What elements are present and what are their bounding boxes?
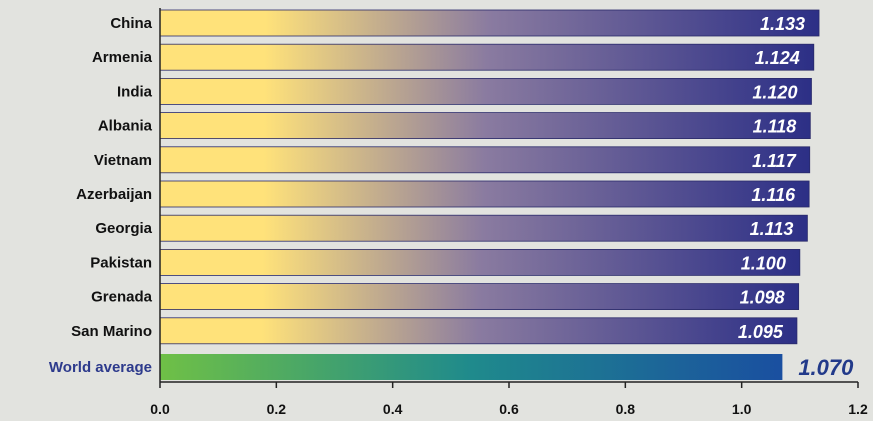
bar-pakistan <box>159 248 801 276</box>
x-tick-label: 0.0 <box>150 401 170 417</box>
bar-georgia <box>159 214 808 242</box>
category-label: Georgia <box>95 220 152 237</box>
value-label: 1.098 <box>740 288 785 308</box>
x-tick-label: 0.8 <box>616 401 636 417</box>
bars-layer <box>159 9 820 380</box>
x-tick-label: 0.4 <box>383 401 403 417</box>
category-label: Albania <box>98 118 153 135</box>
category-label: Vietnam <box>94 152 152 169</box>
bar-armenia <box>159 43 815 71</box>
value-label: 1.095 <box>738 322 784 342</box>
bar-china <box>159 9 820 37</box>
category-label: World average <box>49 359 152 376</box>
bar-india <box>159 78 812 105</box>
category-label: San Marino <box>71 323 152 340</box>
bar-world-average <box>160 354 783 380</box>
category-label: Azerbaijan <box>76 186 152 203</box>
bar-grenada <box>159 283 800 311</box>
x-tick-label: 0.2 <box>267 401 287 417</box>
value-label: 1.113 <box>750 219 794 239</box>
category-label: Pakistan <box>90 254 152 271</box>
x-tick-label: 1.0 <box>732 401 752 417</box>
value-label: 1.133 <box>760 14 805 34</box>
value-labels: 1.133 1.124 1.120 1.118 1.117 1.116 1.113 1.100… <box>738 14 854 380</box>
category-label: China <box>110 15 152 32</box>
category-label: India <box>117 83 153 100</box>
x-axis-ticks: 0.0 0.2 0.4 0.6 0.8 1.0 1.2 <box>150 382 868 417</box>
bar-azerbaijan <box>159 180 810 208</box>
x-tick-label: 1.2 <box>848 401 868 417</box>
bar-san-marino <box>159 317 798 345</box>
x-tick-label: 0.6 <box>499 401 519 417</box>
value-label: 1.118 <box>753 117 797 137</box>
value-label: 1.117 <box>752 151 797 171</box>
category-label: Armenia <box>92 49 153 66</box>
bar-vietnam <box>159 146 811 174</box>
category-labels: China Armenia India Albania Vietnam Azerbaija… <box>49 15 153 376</box>
value-label: 1.100 <box>741 253 786 273</box>
category-label: Grenada <box>91 289 153 306</box>
bar-albania <box>159 112 811 139</box>
value-label: 1.070 <box>798 355 854 380</box>
value-label: 1.120 <box>752 82 797 102</box>
value-label: 1.116 <box>751 185 796 205</box>
value-label: 1.124 <box>755 48 800 68</box>
